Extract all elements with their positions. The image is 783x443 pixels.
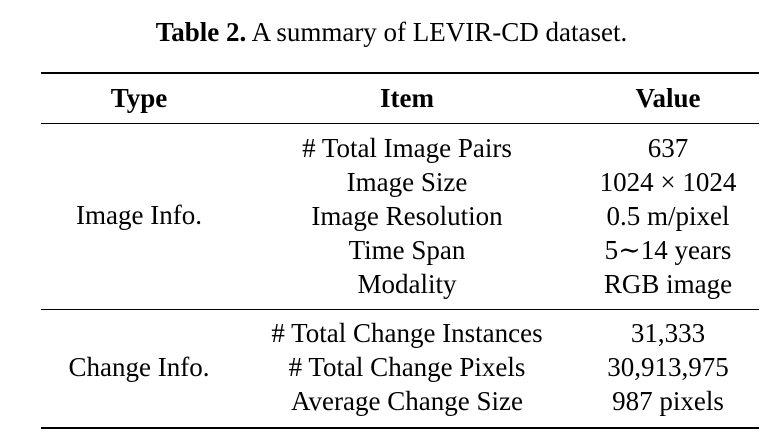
table-cell-value: 637 <box>647 133 689 163</box>
header-rule <box>41 123 759 124</box>
header-item: Item <box>380 83 434 113</box>
table-cell-item: # Total Image Pairs <box>302 133 512 163</box>
table-cell-value: 5∼14 years <box>604 235 732 265</box>
table-cell-item: Average Change Size <box>291 386 523 416</box>
header-type: Type <box>110 83 168 113</box>
group-items-image-info: # Total Image Pairs Image Size Image Res… <box>237 131 577 301</box>
group-items-change-info: # Total Change Instances # Total Change … <box>237 316 577 418</box>
group-values-change-info: 31,333 30,913,975 987 pixels <box>577 316 759 418</box>
table-bottom-rule <box>41 427 759 429</box>
group-type-change-info: Change Info. <box>68 352 210 382</box>
table-cell-item: # Total Change Instances <box>271 318 543 348</box>
table-cell-item: Image Resolution <box>311 201 503 231</box>
table-cell-value: RGB image <box>603 269 733 299</box>
table-cell-item: # Total Change Pixels <box>288 352 526 382</box>
table-cell-value: 30,913,975 <box>607 352 729 382</box>
table-top-rule <box>41 72 759 74</box>
group-values-image-info: 637 1024 × 1024 0.5 m/pixel 5∼14 years R… <box>577 131 759 301</box>
group-separator-rule <box>41 309 759 310</box>
table-cell-value: 31,333 <box>630 318 706 348</box>
caption-text: A summary of LEVIR-CD dataset. <box>251 17 628 47</box>
group-type-image-info: Image Info. <box>76 200 202 230</box>
table-cell-item: Image Size <box>346 167 468 197</box>
caption-label: Table 2. <box>155 17 247 47</box>
table-cell-value: 0.5 m/pixel <box>606 201 730 231</box>
table-cell-item: Time Span <box>348 235 466 265</box>
header-value: Value <box>635 83 701 113</box>
table-caption: Table 2. A summary of LEVIR-CD dataset. <box>0 14 783 50</box>
table-cell-value: 987 pixels <box>612 386 724 416</box>
table-cell-item: Modality <box>357 269 457 299</box>
table-cell-value: 1024 × 1024 <box>599 167 737 197</box>
